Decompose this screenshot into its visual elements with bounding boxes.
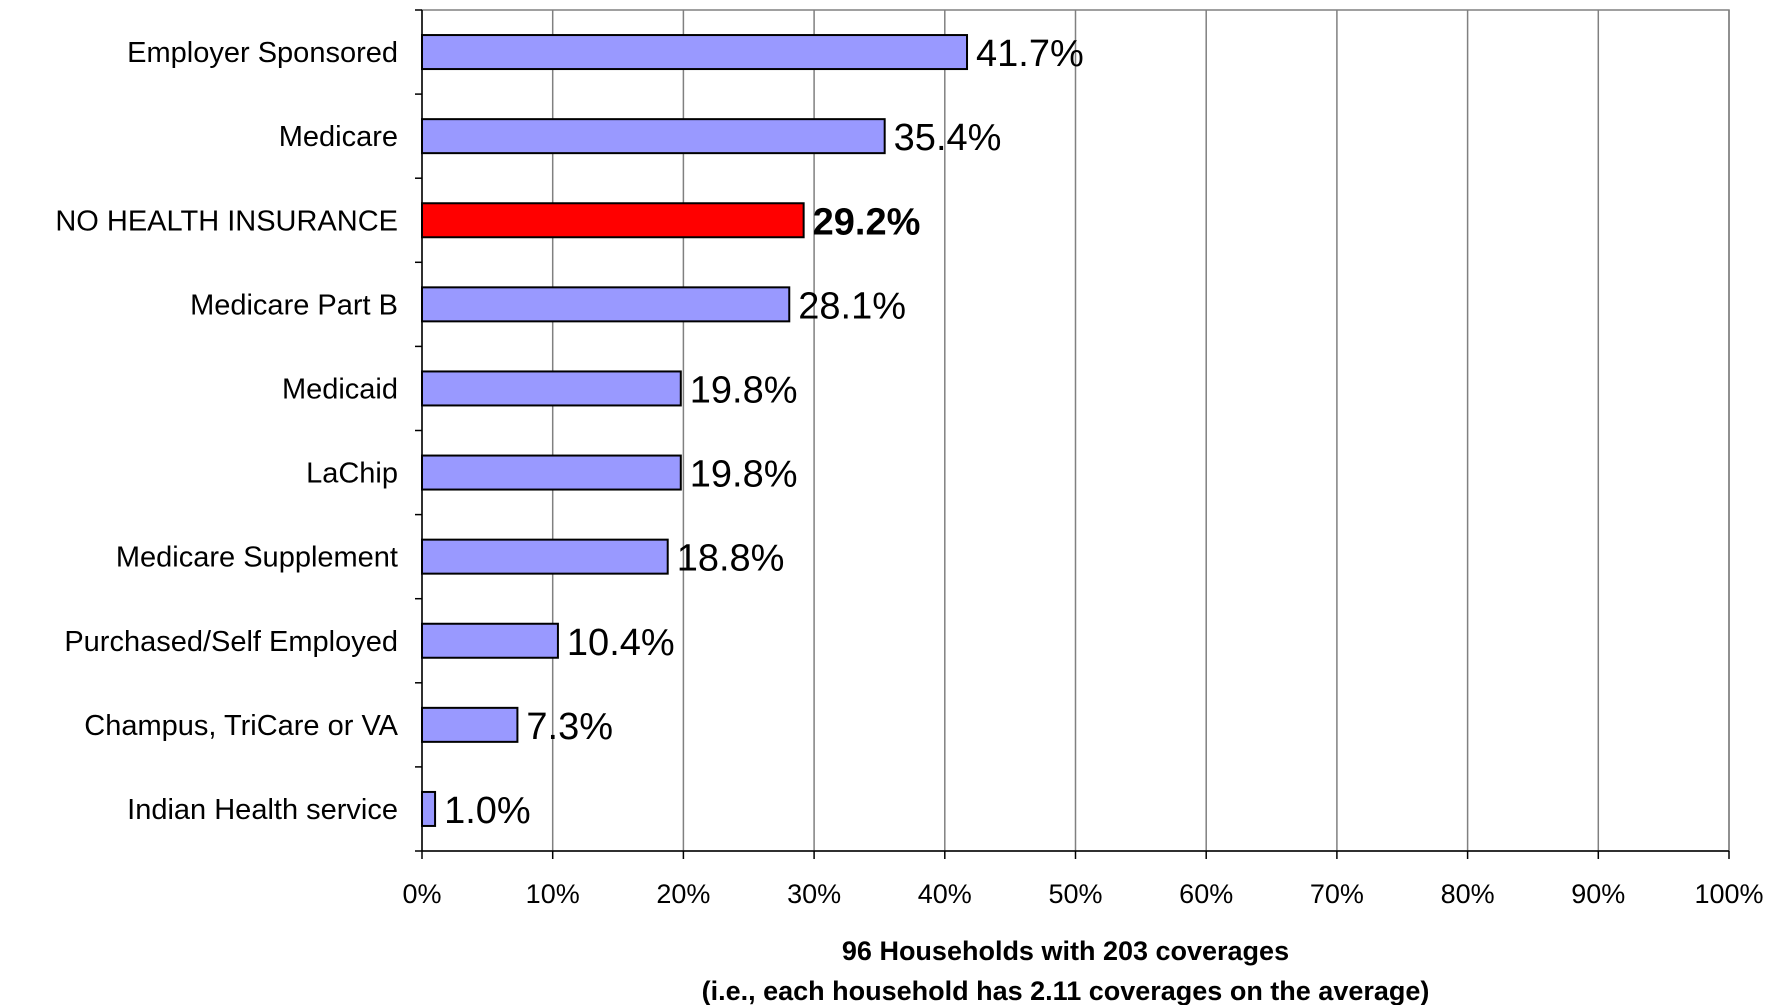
value-label: 19.8% xyxy=(690,454,798,496)
category-label: Purchased/Self Employed xyxy=(64,626,398,658)
x-tick-label: 10% xyxy=(526,879,580,909)
bar xyxy=(421,34,969,71)
x-tick-label: 100% xyxy=(1694,879,1763,909)
labels-layer: 0% 10% 20% 30% 40% 50% 60% 70% 80% 90% 100% Employe… xyxy=(55,33,1763,909)
x-tick-label: 0% xyxy=(402,879,441,909)
category-label: LaChip xyxy=(306,458,398,490)
value-label: 41.7% xyxy=(976,33,1084,75)
bar xyxy=(421,538,669,575)
bars-layer xyxy=(421,34,969,827)
value-label: 28.1% xyxy=(798,285,906,327)
value-label: 10.4% xyxy=(567,622,675,664)
value-label: 35.4% xyxy=(894,117,1002,159)
axis-layer xyxy=(415,9,1730,859)
category-label: NO HEALTH INSURANCE xyxy=(55,205,398,237)
value-label: 7.3% xyxy=(526,706,613,748)
bar xyxy=(421,706,519,743)
value-label: 1.0% xyxy=(444,790,531,832)
value-label: 19.8% xyxy=(690,369,798,411)
x-tick-label: 50% xyxy=(1048,879,1102,909)
x-tick-label: 40% xyxy=(918,879,972,909)
category-label: Medicaid xyxy=(282,373,398,405)
category-label: Medicare Supplement xyxy=(116,542,398,574)
bar xyxy=(421,118,886,155)
bar xyxy=(421,790,437,827)
value-label: 29.2% xyxy=(813,201,921,243)
category-label: Champus, TriCare or VA xyxy=(84,710,398,742)
category-label: Medicare xyxy=(279,121,398,153)
bar xyxy=(421,370,682,407)
bar xyxy=(421,286,791,323)
bar xyxy=(421,622,559,659)
category-label: Employer Sponsored xyxy=(127,37,398,69)
x-tick-label: 90% xyxy=(1571,879,1625,909)
category-label: Medicare Part B xyxy=(190,289,398,321)
x-axis-title: 96 Households with 203 coverages xyxy=(842,936,1289,966)
x-tick-label: 20% xyxy=(656,879,710,909)
x-tick-label: 30% xyxy=(787,879,841,909)
x-tick-label: 60% xyxy=(1179,879,1233,909)
bar-highlighted xyxy=(421,202,805,239)
category-label: Indian Health service xyxy=(127,794,398,826)
x-tick-label: 80% xyxy=(1441,879,1495,909)
x-tick-label: 70% xyxy=(1310,879,1364,909)
value-label: 18.8% xyxy=(677,538,785,580)
bar xyxy=(421,454,682,491)
x-axis-subtitle: (i.e., each household has 2.11 coverages… xyxy=(702,976,1430,1005)
